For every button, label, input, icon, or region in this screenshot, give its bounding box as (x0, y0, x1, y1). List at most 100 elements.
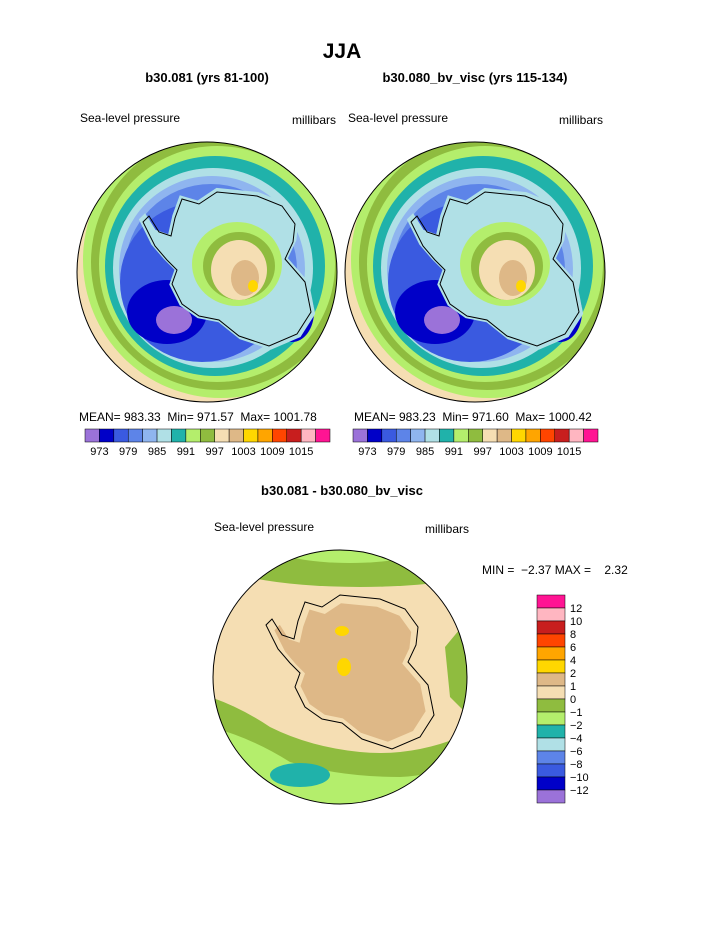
colorbar-box (395, 428, 411, 443)
colorbar-box (583, 428, 599, 443)
colorbar-box (453, 428, 469, 443)
stats: MEAN= 983.33 Min= 971.57 Max= 1001.78 (79, 410, 317, 424)
colorbar-label: 10 (570, 616, 582, 628)
colorbar-label: 979 (387, 446, 405, 458)
colorbar-box (84, 428, 100, 443)
colorbar-box (113, 428, 129, 443)
variable-label: Sea-level pressure (348, 111, 448, 125)
colorbar-label: −10 (570, 772, 589, 784)
colorbar-box (536, 607, 566, 622)
colorbar-box (352, 428, 368, 443)
colorbar-box (315, 428, 331, 443)
colorbar-box (142, 428, 158, 443)
panel-title: b30.081 - b30.080_bv_visc (261, 483, 423, 498)
units-label: millibars (425, 522, 469, 536)
colorbar-box (300, 428, 316, 443)
colorbar-label: 985 (416, 446, 434, 458)
colorbar-label: 997 (206, 446, 224, 458)
colorbar-label: −1 (570, 707, 583, 719)
map (67, 122, 359, 412)
panel-title: b30.080_bv_visc (yrs 115-134) (382, 70, 567, 85)
colorbar-box (99, 428, 115, 443)
units-label: millibars (292, 113, 336, 127)
colorbar-box (228, 428, 244, 443)
colorbar-label: 12 (570, 603, 582, 615)
colorbar-label: 997 (474, 446, 492, 458)
colorbar-label: 4 (570, 655, 576, 667)
colorbar-box (424, 428, 440, 443)
colorbar-label: −2 (570, 720, 583, 732)
colorbar-box (536, 620, 566, 635)
colorbar-box (468, 428, 483, 443)
colorbar-box (536, 763, 566, 778)
colorbar-box (496, 428, 512, 443)
colorbar-box (156, 428, 172, 443)
colorbar-label: 1009 (528, 446, 552, 458)
colorbar-box (536, 633, 566, 648)
colorbar-label: 973 (358, 446, 376, 458)
colorbar-label: −12 (570, 785, 589, 797)
colorbar-box (554, 428, 570, 443)
colorbar-box (536, 750, 566, 765)
colorbar-box (171, 428, 187, 443)
colorbar-box (482, 428, 498, 443)
colorbar-box (525, 428, 541, 443)
colorbar-box (257, 428, 273, 443)
colorbar-box (536, 685, 566, 700)
colorbar-box (200, 428, 215, 443)
panel-title: b30.081 (yrs 81-100) (145, 70, 269, 85)
colorbar-box (367, 428, 383, 443)
colorbar-box (536, 646, 566, 661)
colorbar-box (568, 428, 584, 443)
variable-label: Sea-level pressure (80, 111, 180, 125)
colorbar-label: 991 (177, 446, 195, 458)
colorbar-box (511, 428, 527, 443)
colorbar-box (536, 711, 566, 726)
colorbar-label: 2 (570, 668, 576, 680)
colorbar-box (536, 789, 566, 804)
colorbar-label: 1009 (260, 446, 284, 458)
colorbar-box (410, 428, 426, 443)
colorbar-label: 6 (570, 642, 576, 654)
colorbar-label: 985 (148, 446, 166, 458)
colorbar-box (214, 428, 230, 443)
colorbar-box (243, 428, 259, 443)
colorbar-label: 1015 (289, 446, 313, 458)
colorbar-label: 8 (570, 629, 576, 641)
colorbar-label: 1003 (231, 446, 255, 458)
colorbar-label: 0 (570, 694, 576, 706)
variable-label: Sea-level pressure (214, 520, 314, 534)
colorbar-label: 1 (570, 681, 576, 693)
colorbar-box (536, 672, 566, 687)
colorbar-label: −6 (570, 746, 583, 758)
colorbar-box (540, 428, 556, 443)
colorbar-label: −8 (570, 759, 583, 771)
colorbar-box (536, 659, 566, 674)
colorbar-box (439, 428, 455, 443)
colorbar-label: 973 (90, 446, 108, 458)
map (212, 549, 468, 805)
colorbar-box (272, 428, 288, 443)
colorbar: 973 979 985 991 997 1003 1009 1015 (352, 428, 599, 458)
colorbar-label: 979 (119, 446, 137, 458)
colorbar-label: −4 (570, 733, 583, 745)
colorbar-box (286, 428, 302, 443)
colorbar-box (381, 428, 397, 443)
colorbar-label: 1015 (557, 446, 581, 458)
stats: MEAN= 983.23 Min= 971.60 Max= 1000.42 (354, 410, 592, 424)
colorbar-box (536, 737, 566, 752)
map (335, 122, 627, 412)
colorbar-box (127, 428, 143, 443)
figure-title: JJA (323, 40, 362, 63)
colorbar-label: 991 (445, 446, 463, 458)
colorbar-box (185, 428, 201, 443)
colorbar-box (536, 594, 566, 609)
units-label: millibars (559, 113, 603, 127)
colorbar: 973 979 985 991 997 1003 1009 1015 (84, 428, 331, 458)
stats: MIN = −2.37 MAX = 2.32 (482, 563, 628, 577)
colorbar-box (536, 698, 566, 713)
colorbar-box (536, 776, 566, 791)
colorbar-box (536, 724, 566, 739)
